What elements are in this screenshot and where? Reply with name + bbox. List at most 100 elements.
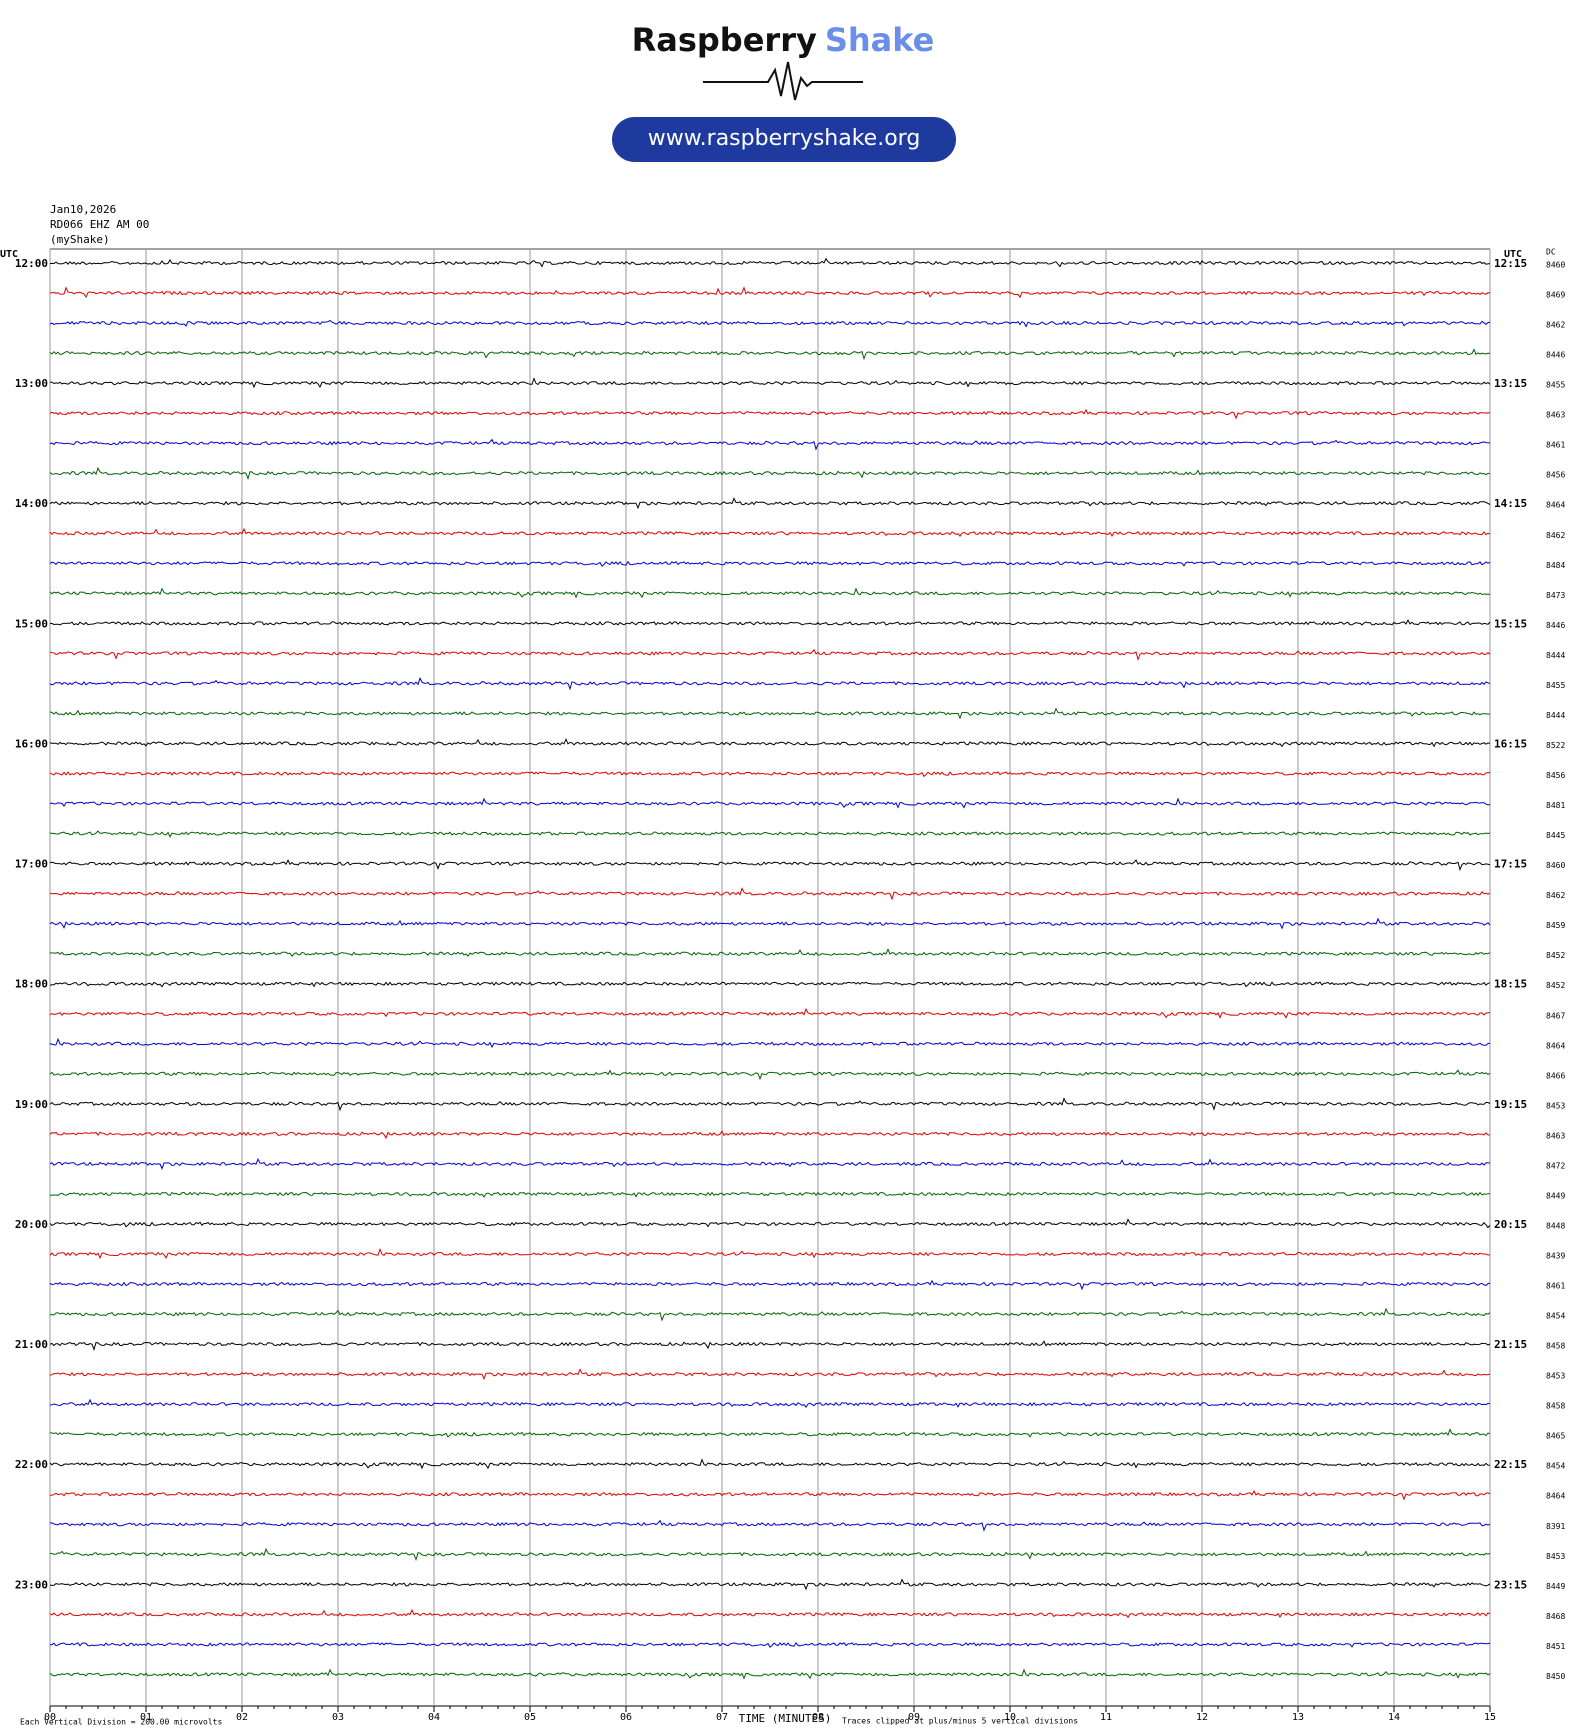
dc-value: 8465 bbox=[1546, 1432, 1565, 1441]
trace bbox=[49, 981, 1491, 988]
trace bbox=[49, 257, 1491, 268]
right-time: 15:15 bbox=[1494, 617, 1527, 630]
right-time: 16:15 bbox=[1494, 737, 1527, 750]
x-tick-label: 07 bbox=[716, 1712, 728, 1723]
dc-value: 8459 bbox=[1546, 921, 1565, 930]
trace bbox=[49, 1668, 1491, 1680]
dc-value: 8467 bbox=[1546, 1011, 1565, 1020]
trace bbox=[49, 887, 1491, 901]
x-tick-label: 00 bbox=[44, 1712, 56, 1723]
clip-note: Traces clipped at plus/minus 5 vertical … bbox=[842, 1717, 1078, 1726]
dc-value: 8455 bbox=[1546, 381, 1565, 390]
right-axis-label: UTC bbox=[1504, 249, 1522, 260]
trace bbox=[49, 1279, 1491, 1291]
x-tick-label: 08 bbox=[812, 1712, 824, 1723]
trace bbox=[49, 438, 1491, 451]
right-time: 18:15 bbox=[1494, 978, 1527, 991]
dc-value: 8456 bbox=[1546, 471, 1565, 480]
trace bbox=[49, 1069, 1491, 1081]
left-time: 20:00 bbox=[15, 1218, 48, 1231]
trace bbox=[49, 560, 1491, 567]
dc-value: 8460 bbox=[1546, 261, 1565, 270]
right-time: 20:15 bbox=[1494, 1218, 1527, 1231]
right-time: 21:15 bbox=[1494, 1338, 1527, 1351]
left-time: 16:00 bbox=[15, 737, 48, 750]
trace bbox=[49, 619, 1491, 626]
trace bbox=[49, 1247, 1491, 1260]
left-time: 18:00 bbox=[15, 978, 48, 991]
dc-value: 8446 bbox=[1546, 351, 1565, 360]
right-time: 14:15 bbox=[1494, 497, 1527, 510]
dc-value: 8449 bbox=[1546, 1191, 1565, 1200]
left-time: 13:00 bbox=[15, 377, 48, 390]
trace bbox=[49, 1458, 1491, 1470]
dc-value: 8464 bbox=[1546, 1492, 1565, 1501]
dc-value: 8463 bbox=[1546, 411, 1565, 420]
dc-value: 8453 bbox=[1546, 1101, 1565, 1110]
x-tick-label: 13 bbox=[1292, 1712, 1304, 1723]
trace bbox=[49, 1007, 1491, 1019]
dc-value: 8522 bbox=[1546, 741, 1565, 750]
dc-value: 8468 bbox=[1546, 1612, 1565, 1621]
trace bbox=[49, 1191, 1491, 1198]
dc-value: 8444 bbox=[1546, 651, 1565, 660]
dc-value: 8458 bbox=[1546, 1342, 1565, 1351]
trace bbox=[49, 1428, 1491, 1438]
trace bbox=[49, 676, 1491, 691]
dc-value: 8439 bbox=[1546, 1251, 1565, 1260]
x-axis-label: TIME (MINUTES) bbox=[739, 1712, 832, 1725]
trace bbox=[49, 707, 1491, 720]
trace bbox=[49, 1037, 1491, 1049]
trace bbox=[49, 1307, 1491, 1322]
x-tick-label: 04 bbox=[428, 1712, 440, 1723]
trace bbox=[49, 1130, 1491, 1140]
trace bbox=[49, 497, 1491, 510]
dc-value: 8461 bbox=[1546, 1282, 1565, 1291]
x-tick-label: 09 bbox=[908, 1712, 920, 1723]
dc-value: 8464 bbox=[1546, 1041, 1565, 1050]
url[interactable]: www.raspberryshake.org bbox=[648, 126, 921, 151]
x-tick-label: 02 bbox=[236, 1712, 248, 1723]
dc-value: 8452 bbox=[1546, 951, 1565, 960]
dc-value: 8444 bbox=[1546, 711, 1565, 720]
dc-value: 8462 bbox=[1546, 321, 1565, 330]
dc-value: 8473 bbox=[1546, 591, 1565, 600]
left-axis-label: UTC bbox=[0, 249, 18, 260]
dc-value: 8463 bbox=[1546, 1131, 1565, 1140]
right-time: 17:15 bbox=[1494, 858, 1527, 871]
left-time: 23:00 bbox=[15, 1578, 48, 1591]
dc-value: 8445 bbox=[1546, 831, 1565, 840]
trace bbox=[49, 1368, 1491, 1381]
trace bbox=[49, 1398, 1491, 1408]
station: RD066 EHZ AM 00 bbox=[50, 218, 149, 231]
x-tick-label: 10 bbox=[1004, 1712, 1016, 1723]
trace bbox=[49, 377, 1491, 389]
trace bbox=[49, 1519, 1491, 1532]
trace bbox=[49, 1489, 1491, 1501]
trace bbox=[49, 1578, 1491, 1591]
dc-value: 8446 bbox=[1546, 621, 1565, 630]
dc-value: 8472 bbox=[1546, 1161, 1565, 1170]
dc-value: 8484 bbox=[1546, 561, 1565, 570]
x-tick-label: 11 bbox=[1100, 1712, 1112, 1723]
trace bbox=[49, 648, 1491, 661]
left-time: 17:00 bbox=[15, 858, 48, 871]
dc-value: 8458 bbox=[1546, 1402, 1565, 1411]
x-tick-label: 14 bbox=[1388, 1712, 1400, 1723]
trace bbox=[49, 917, 1491, 930]
dc-value: 8464 bbox=[1546, 501, 1565, 510]
left-time: 12:00 bbox=[15, 257, 48, 270]
trace bbox=[49, 286, 1491, 299]
trace bbox=[50, 1642, 1491, 1648]
trace bbox=[49, 527, 1491, 538]
dc-value: 8454 bbox=[1546, 1312, 1565, 1321]
x-tick-label: 12 bbox=[1196, 1712, 1208, 1723]
dc-value: 8460 bbox=[1546, 861, 1565, 870]
dc-value: 8461 bbox=[1546, 441, 1565, 450]
trace bbox=[49, 948, 1491, 958]
dc-value: 8450 bbox=[1546, 1672, 1565, 1681]
url-button[interactable] bbox=[612, 117, 956, 162]
trace bbox=[50, 1547, 1491, 1562]
right-time: 23:15 bbox=[1494, 1578, 1527, 1591]
dc-value: 8448 bbox=[1546, 1221, 1565, 1230]
